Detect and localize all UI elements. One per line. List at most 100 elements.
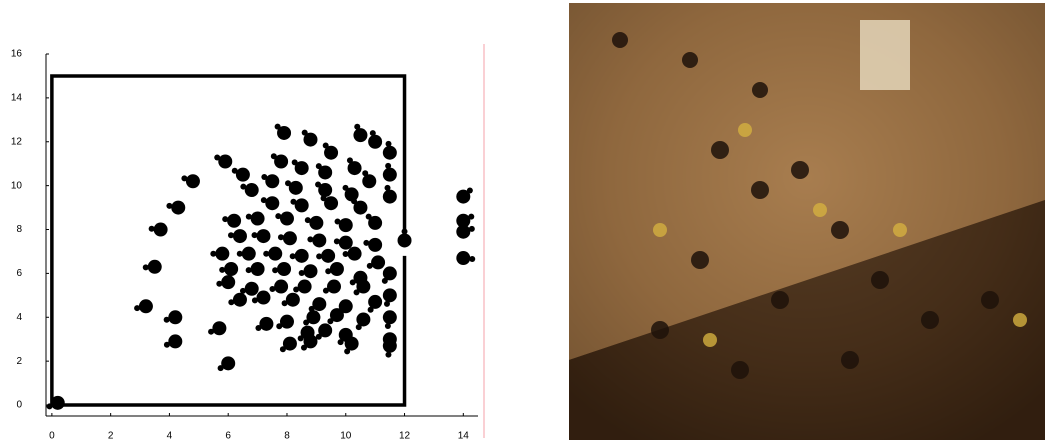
agent: [323, 143, 338, 160]
x-tick-label: 12: [399, 431, 411, 442]
agent-body: [303, 264, 317, 278]
agent: [275, 212, 294, 226]
agent-head: [303, 320, 309, 326]
agent-head: [385, 163, 391, 169]
agent-head: [367, 263, 373, 269]
agent: [321, 195, 339, 210]
agent-head: [335, 218, 341, 224]
agent-head: [343, 251, 349, 257]
y-tick-label: 12: [11, 136, 23, 147]
agent-head: [363, 240, 369, 246]
agent-head: [385, 352, 391, 358]
agent-head: [368, 307, 374, 313]
agent: [280, 337, 297, 353]
agent: [344, 337, 358, 355]
agent-body: [309, 216, 323, 230]
agent-body: [148, 260, 162, 274]
agent-head: [305, 217, 311, 223]
agent-body: [268, 247, 282, 261]
agent: [240, 183, 258, 197]
photo: [569, 3, 1045, 440]
agent: [292, 159, 309, 175]
agent: [302, 130, 318, 147]
agent: [334, 236, 353, 250]
agent: [134, 299, 153, 313]
agent-body: [227, 214, 241, 228]
y-tick-label: 16: [11, 49, 23, 60]
agent-head: [351, 198, 357, 204]
agent: [276, 315, 294, 330]
agent-head: [166, 203, 172, 209]
agent-head: [382, 278, 388, 284]
agent: [456, 251, 475, 265]
agent-body: [215, 247, 229, 261]
agent: [228, 293, 247, 307]
agent: [164, 334, 182, 348]
agent-head: [370, 130, 376, 136]
agent-body: [456, 251, 470, 265]
agent-head: [222, 216, 228, 222]
agent: [343, 185, 359, 202]
agent-body: [321, 249, 335, 263]
agent-head: [228, 232, 234, 238]
agent: [368, 295, 383, 313]
agent: [246, 262, 265, 276]
agent-head: [354, 289, 360, 295]
agent: [228, 229, 247, 243]
agent: [255, 317, 273, 331]
agent-head: [347, 157, 353, 163]
agent-head: [323, 143, 329, 149]
agent: [456, 225, 475, 239]
agent-body: [330, 262, 344, 276]
agent: [252, 229, 271, 243]
y-tick-label: 8: [16, 224, 22, 235]
agent-body: [236, 168, 250, 182]
agent-head: [292, 159, 298, 165]
agent-head: [240, 184, 246, 190]
agent-head: [316, 253, 322, 259]
agent: [316, 249, 335, 263]
agent-body: [265, 196, 279, 210]
agent-head: [208, 329, 214, 335]
agent-body: [212, 321, 226, 335]
agent-head: [323, 288, 329, 294]
agent: [456, 187, 473, 203]
agent-head: [255, 325, 261, 331]
agent: [275, 124, 291, 140]
agent-body: [233, 229, 247, 243]
agent: [398, 228, 412, 247]
agent-head: [350, 279, 356, 285]
agent: [383, 288, 397, 307]
agent-head: [252, 297, 258, 303]
agent: [347, 157, 362, 175]
agent: [307, 233, 326, 247]
agent-head: [276, 323, 282, 329]
agent: [290, 249, 309, 263]
agent-head: [299, 270, 305, 276]
agent: [316, 323, 332, 339]
agent: [368, 130, 382, 149]
agent-body: [312, 233, 326, 247]
agent: [383, 141, 397, 160]
agent: [210, 247, 229, 261]
agent-head: [315, 182, 321, 188]
agent: [316, 163, 332, 179]
agent-body: [256, 229, 270, 243]
agent-head: [263, 251, 269, 257]
agent-head: [246, 214, 252, 220]
agent-head: [343, 185, 349, 191]
agent-head: [316, 163, 322, 169]
agent-head: [327, 318, 333, 324]
agent-body: [280, 212, 294, 226]
agent: [367, 255, 385, 269]
agent-head: [210, 251, 216, 257]
x-tick-label: 0: [49, 431, 55, 442]
agent-body: [256, 291, 270, 305]
agent: [353, 124, 367, 142]
agent-head: [285, 180, 291, 186]
agent-body: [398, 233, 412, 247]
agent-head: [307, 236, 313, 242]
y-tick-label: 2: [16, 356, 22, 367]
agent-head: [272, 267, 278, 273]
agent: [383, 163, 397, 182]
